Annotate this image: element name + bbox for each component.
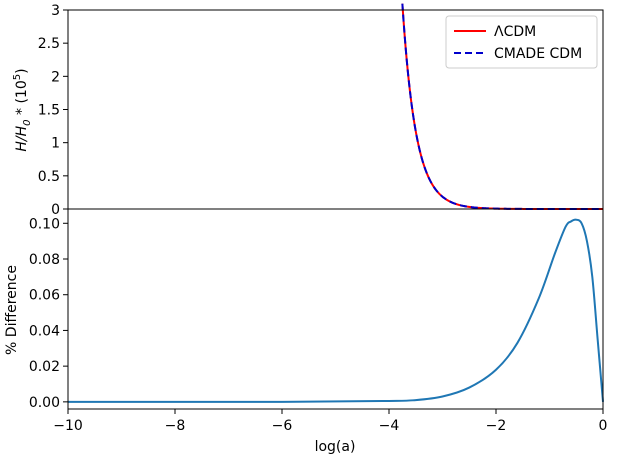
xtick-label: −10 xyxy=(53,418,83,434)
top-ytick-label: 3 xyxy=(51,3,60,19)
xtick-label: 0 xyxy=(599,418,608,434)
xtick-label: −6 xyxy=(272,418,293,434)
bottom-ytick-label: 0.06 xyxy=(29,288,60,304)
xtick-label: −4 xyxy=(379,418,400,434)
legend-cmade-label: CMADE CDM xyxy=(494,46,582,62)
cmade-cdm-line xyxy=(401,3,603,210)
bottom-y-ticks: 0.00 0.02 0.04 0.06 0.08 0.10 xyxy=(29,216,68,411)
legend-lcdm-label: ΛCDM xyxy=(494,24,536,40)
top-ytick-label: 1 xyxy=(51,136,60,152)
bottom-ytick-label: 0.08 xyxy=(29,252,60,268)
x-ticks: −10 −8 −6 −4 −2 0 xyxy=(53,409,607,434)
top-ytick-label: 1.5 xyxy=(38,103,60,119)
bottom-ytick-label: 0.04 xyxy=(29,323,60,339)
top-ytick-label: 2 xyxy=(51,69,60,85)
top-panel: 0 0.5 1 1.5 2 2.5 3 H/H0 * (105) ΛCDM CMADE CD… xyxy=(12,3,604,218)
xtick-label: −8 xyxy=(165,418,186,434)
x-axis-label: log(a) xyxy=(315,439,356,455)
bottom-y-axis-label: % Difference xyxy=(4,265,20,355)
top-y-ticks: 0 0.5 1 1.5 2 2.5 3 xyxy=(38,3,68,218)
bottom-panel: 0.00 0.02 0.04 0.06 0.08 0.10 −10 −8 −6 −4 −2 0 % … xyxy=(4,208,607,455)
bottom-ytick-label: 0.10 xyxy=(29,216,60,232)
bottom-ytick-label: 0.00 xyxy=(29,395,60,411)
xtick-label: −2 xyxy=(486,418,507,434)
top-y-axis-label: H/H0 * (105) xyxy=(12,68,33,151)
legend: ΛCDM CMADE CDM xyxy=(445,15,598,69)
percent-difference-line xyxy=(67,218,604,403)
legend-box xyxy=(445,15,598,69)
bottom-plot-frame xyxy=(67,208,604,410)
top-ytick-label: 0 xyxy=(51,202,60,218)
top-ytick-label: 2.5 xyxy=(38,36,60,52)
top-ytick-label: 0.5 xyxy=(38,169,60,185)
bottom-ytick-label: 0.02 xyxy=(29,359,60,375)
